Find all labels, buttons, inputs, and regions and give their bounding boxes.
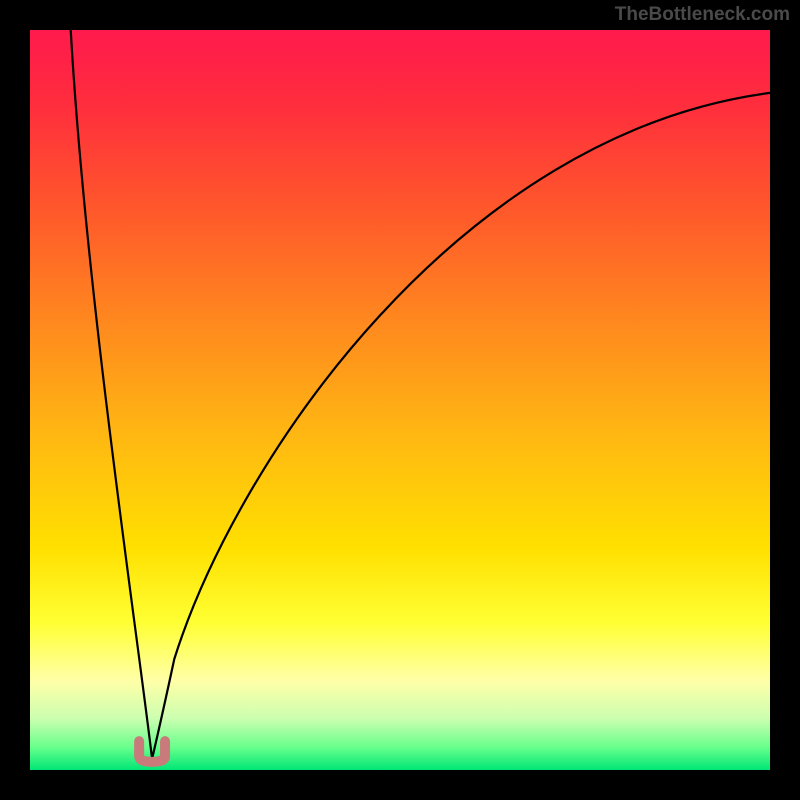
plot-area [30,30,770,770]
chart-container: TheBottleneck.com [0,0,800,800]
watermark-text: TheBottleneck.com [615,4,790,26]
gradient-background [30,30,770,770]
bottleneck-chart [30,30,770,770]
